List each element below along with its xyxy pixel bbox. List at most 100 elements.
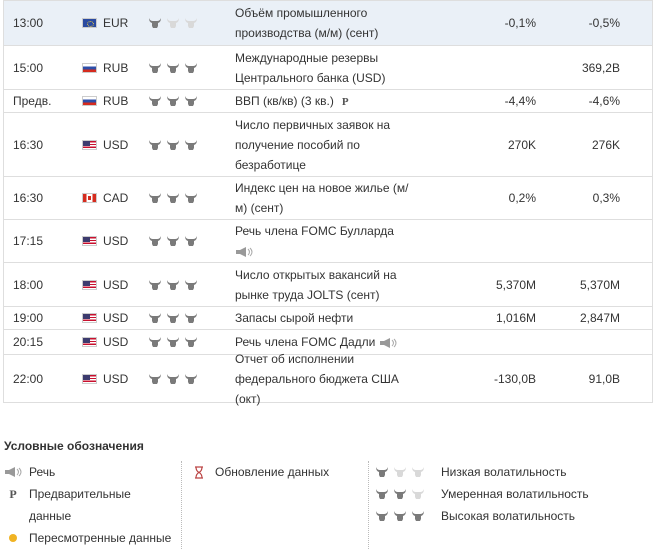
event-time: 16:30 bbox=[13, 137, 44, 152]
table-row[interactable]: 16:30 USD Число первичных заявок на получен… bbox=[4, 112, 652, 176]
table-row[interactable]: 18:00 USD Число открытых вакансий на рынке … bbox=[4, 262, 652, 306]
bull-icon bbox=[393, 466, 407, 478]
actual-value bbox=[444, 330, 536, 354]
event-name[interactable]: Число открытых вакансий на рынке труда JO… bbox=[235, 267, 397, 302]
event-name[interactable]: Речь члена FOMC Булларда bbox=[235, 220, 435, 262]
bull-icon bbox=[411, 510, 425, 522]
currency: USD bbox=[103, 335, 129, 349]
bull-icon bbox=[148, 279, 162, 291]
bull-icon bbox=[166, 192, 180, 204]
bull-icon bbox=[375, 488, 389, 500]
bull-icon bbox=[148, 139, 162, 151]
volatility-icons bbox=[148, 220, 208, 262]
legend-medium-volatility: Умеренная волатильность bbox=[375, 483, 589, 505]
forecast-value: 369,2B bbox=[581, 60, 620, 75]
bull-icon bbox=[166, 139, 180, 151]
table-row[interactable]: Предв. RUB ВВП (кв/кв) (3 кв.) P -4,4% -4,6% bbox=[4, 89, 652, 112]
currency: EUR bbox=[103, 16, 129, 30]
country-flag-icon bbox=[82, 46, 98, 89]
bull-icon bbox=[411, 488, 425, 500]
currency: USD bbox=[103, 234, 129, 248]
currency: USD bbox=[103, 311, 129, 325]
bull-icon bbox=[184, 95, 198, 107]
bull-icon bbox=[166, 235, 180, 247]
bull-icon bbox=[375, 510, 389, 522]
legend-high-volatility: Высокая волатильность bbox=[375, 505, 575, 527]
legend-revised: Пересмотренные данные bbox=[3, 527, 171, 549]
preliminary-icon: P bbox=[9, 487, 17, 501]
event-name[interactable]: Число первичных заявок на получение пособ… bbox=[235, 117, 391, 172]
bull-icon bbox=[166, 62, 180, 74]
country-flag-icon bbox=[82, 220, 98, 262]
actual-value bbox=[444, 220, 536, 262]
bull-icon bbox=[393, 510, 407, 522]
speech-icon bbox=[380, 337, 397, 348]
event-name[interactable]: Запасы сырой нефти bbox=[235, 311, 354, 325]
country-flag-icon bbox=[82, 90, 98, 112]
speech-icon bbox=[236, 246, 253, 257]
currency: RUB bbox=[103, 94, 129, 108]
bull-icon bbox=[184, 17, 198, 29]
bull-icon bbox=[166, 312, 180, 324]
bull-icon bbox=[184, 139, 198, 151]
bull-icon bbox=[148, 192, 162, 204]
country-flag-icon bbox=[82, 113, 98, 176]
bull-icon bbox=[184, 336, 198, 348]
forecast-value: 91,0B bbox=[588, 371, 620, 386]
legend-preliminary: P Предварительные данные bbox=[3, 483, 131, 527]
event-time: 13:00 bbox=[13, 16, 44, 30]
currency: USD bbox=[103, 137, 129, 152]
bull-icon bbox=[148, 95, 162, 107]
legend-divider-2 bbox=[368, 461, 369, 549]
country-flag-icon bbox=[82, 263, 98, 306]
bull-icon bbox=[148, 62, 162, 74]
country-flag-icon bbox=[82, 177, 98, 219]
forecast-value: 0,3% bbox=[592, 191, 620, 205]
bull-icon bbox=[184, 62, 198, 74]
event-name[interactable]: Речь члена FOMC Дадли bbox=[235, 330, 435, 354]
currency: CAD bbox=[103, 191, 129, 205]
legend-low-volatility: Низкая волатильность bbox=[375, 461, 566, 483]
table-row[interactable]: 15:00 RUB Международные резервы Центральног… bbox=[4, 45, 652, 89]
event-name[interactable]: Индекс цен на новое жилье (м/м) (сент) bbox=[235, 181, 409, 215]
bull-icon bbox=[166, 336, 180, 348]
event-name[interactable]: Отчет об исполнении федерального бюджета … bbox=[235, 351, 399, 406]
forecast-value bbox=[544, 220, 620, 262]
bull-icon bbox=[184, 192, 198, 204]
event-name[interactable]: ВВП (кв/кв) (3 кв.) P bbox=[235, 90, 435, 112]
calendar-table: 13:00 EUR Объём промышленного производства … bbox=[3, 0, 653, 406]
table-row[interactable]: 16:30 CAD Индекс цен на новое жилье (м/м) … bbox=[4, 176, 652, 219]
actual-value bbox=[444, 46, 536, 89]
actual-value: 5,370M bbox=[495, 277, 536, 292]
bull-icon bbox=[148, 373, 162, 385]
event-time: 19:00 bbox=[13, 311, 44, 325]
bull-icon bbox=[411, 466, 425, 478]
hourglass-icon bbox=[189, 461, 209, 483]
actual-value: 1,016M bbox=[495, 311, 536, 325]
actual-value: -4,4% bbox=[504, 94, 536, 108]
legend-speech: Речь bbox=[3, 461, 55, 483]
bull-icon bbox=[166, 17, 180, 29]
volatility-icons bbox=[148, 113, 208, 176]
bull-icon bbox=[184, 279, 198, 291]
preliminary-icon: P bbox=[341, 95, 349, 108]
table-row[interactable]: 19:00 USD Запасы сырой нефти 1,016M 2,847M bbox=[4, 306, 652, 329]
event-name[interactable]: Объём промышленного производства (м/м) (с… bbox=[235, 6, 379, 40]
event-time: Предв. bbox=[13, 94, 52, 108]
event-time: 18:00 bbox=[13, 277, 44, 292]
event-time: 15:00 bbox=[13, 60, 44, 75]
forecast-value: -0,5% bbox=[588, 16, 620, 30]
event-name[interactable]: Международные резервы Центрального банка … bbox=[235, 50, 386, 85]
bull-icon bbox=[148, 235, 162, 247]
bull-icon bbox=[184, 312, 198, 324]
table-row[interactable]: 20:15 USD Речь члена FOMC Дадли bbox=[4, 329, 652, 354]
actual-value: -0,1% bbox=[504, 16, 536, 30]
actual-value: 270K bbox=[507, 137, 536, 152]
table-row[interactable]: 17:15 USD Речь члена FOMC Булларда bbox=[4, 219, 652, 262]
table-row[interactable]: 13:00 EUR Объём промышленного производства … bbox=[4, 0, 652, 45]
speech-icon bbox=[3, 461, 23, 483]
table-row[interactable]: 22:00 USD Отчет об исполнении федерального … bbox=[4, 351, 652, 406]
currency: USD bbox=[103, 277, 129, 292]
volatility-icons bbox=[375, 483, 437, 505]
forecast-value: -4,6% bbox=[588, 94, 620, 108]
